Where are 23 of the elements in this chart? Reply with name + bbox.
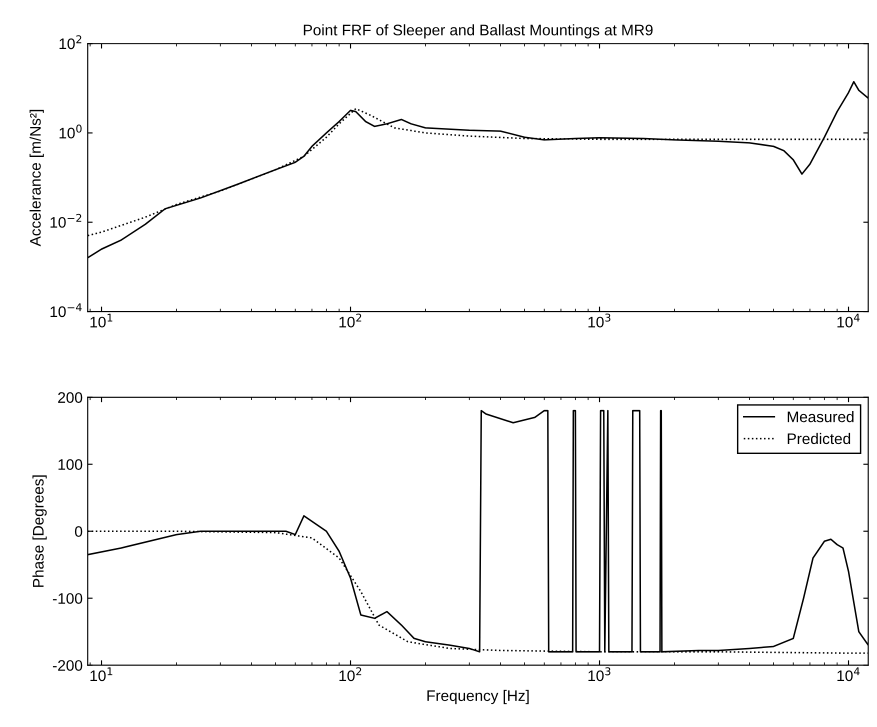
x-tick-label: 10$^{3}$ — [588, 667, 610, 682]
x-tick-label: 10$^{4}$ — [837, 667, 860, 682]
y-tick-label: 10$^{0}$ — [60, 124, 82, 138]
y-axis-title: Accelerance [m/Ns²] — [30, 110, 44, 246]
x-axis-title: Frequency [Hz] — [427, 690, 529, 704]
x-tick-label: 10$^{1}$ — [90, 667, 112, 682]
x-tick-label: 10$^{3}$ — [588, 314, 610, 328]
legend-label: Predicted — [788, 432, 850, 444]
y-tick-label: 10$^{−2}$ — [50, 214, 82, 228]
y-tick-label: 10$^{−4}$ — [50, 303, 82, 318]
legend-label: Measured — [788, 411, 854, 422]
y-tick-label: 100 — [58, 459, 82, 470]
x-tick-label: 10$^{1}$ — [90, 314, 112, 328]
y-tick-label: 0 — [74, 526, 82, 537]
x-tick-label: 10$^{4}$ — [837, 314, 860, 328]
x-tick-label: 10$^{2}$ — [339, 667, 362, 682]
chart-title: Point FRF of Sleeper and Ballast Mountings at MR9 — [304, 24, 653, 38]
y-tick-label: 200 — [58, 392, 82, 403]
y-tick-label: 10$^{2}$ — [60, 35, 82, 50]
y-tick-label: -100 — [52, 593, 82, 604]
x-tick-label: 10$^{2}$ — [339, 314, 362, 328]
y-tick-label: -200 — [52, 660, 82, 671]
y-axis-title: Phase [Degrees] — [32, 475, 47, 587]
